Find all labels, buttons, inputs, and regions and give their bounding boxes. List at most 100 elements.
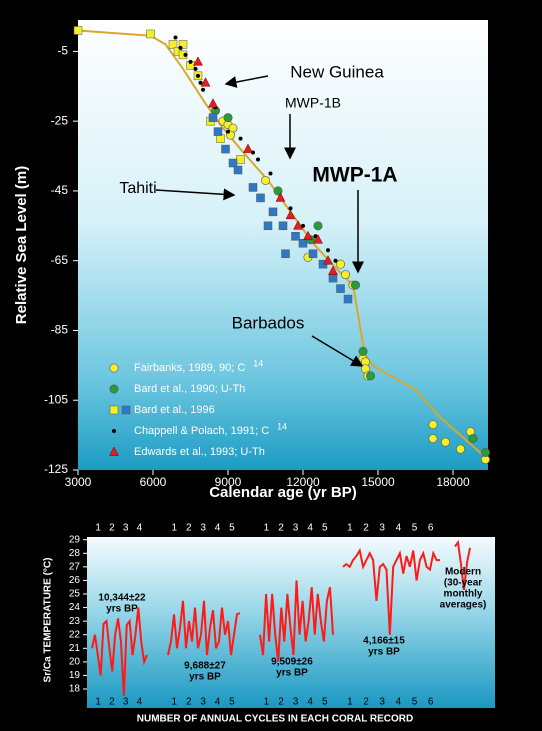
data-point	[73, 26, 83, 35]
cycle-label-bottom: 3	[379, 697, 385, 708]
legend-label: Chappell & Polach, 1991; C	[134, 425, 269, 437]
data-point	[193, 66, 198, 71]
data-point	[328, 265, 338, 275]
y-tick-label: -85	[51, 323, 69, 337]
data-point	[301, 223, 305, 228]
data-point	[260, 175, 270, 185]
cycle-label-bottom: 2	[363, 697, 369, 708]
cycle-label-bottom: 3	[200, 697, 206, 708]
cycle-label-bottom: 2	[186, 697, 192, 708]
data-point	[313, 221, 323, 231]
cycle-label-bottom: 5	[412, 697, 418, 708]
data-point	[173, 35, 178, 40]
data-point	[468, 434, 478, 444]
temperature-line	[259, 580, 334, 662]
cycle-label-bottom: 5	[229, 697, 235, 708]
annotation: New Guinea	[290, 62, 384, 81]
legend-marker	[109, 446, 119, 456]
record-label: 9,688±27	[184, 661, 226, 672]
cycle-label-top: 3	[200, 523, 206, 534]
y-tick-label: -25	[51, 113, 69, 127]
data-point	[226, 129, 230, 134]
data-point	[298, 239, 308, 248]
x-axis-title: Calendar age (yr BP)	[209, 484, 357, 501]
data-point	[188, 59, 193, 64]
record-label: Modern	[445, 567, 481, 578]
cycle-label-top: 4	[215, 523, 221, 534]
data-point	[213, 127, 223, 136]
data-point	[183, 52, 188, 57]
data-point	[198, 80, 203, 85]
data-point	[291, 232, 300, 241]
data-point	[223, 113, 233, 123]
annotation: MWP-1A	[312, 164, 397, 187]
x-tick-label: 18000	[436, 475, 470, 489]
record-label: yrs BP	[189, 672, 221, 683]
data-point	[303, 230, 313, 241]
cycle-label-top: 1	[95, 523, 101, 534]
data-point	[243, 143, 253, 153]
legend-label-superscript: 14	[277, 421, 287, 431]
data-point	[323, 255, 333, 265]
record-label: 4,166±15	[363, 636, 405, 647]
data-point	[333, 258, 338, 263]
legend-label-superscript: 14	[253, 358, 263, 368]
cycle-label-top: 4	[307, 523, 313, 534]
y-tick-label: 29	[69, 534, 81, 545]
cycle-label-top: 3	[293, 523, 299, 534]
data-point	[308, 249, 318, 258]
cycle-label-bottom: 1	[95, 697, 101, 708]
data-point	[428, 420, 438, 430]
record-label: yrs BP	[368, 647, 400, 658]
legend-label: Fairbanks, 1989, 90; C	[134, 362, 245, 374]
data-point	[236, 155, 245, 164]
y-tick-label: 27	[69, 561, 81, 572]
annotation: Barbados	[232, 313, 305, 332]
data-point	[238, 136, 243, 141]
cycle-label-bottom: 2	[278, 697, 284, 708]
data-point	[358, 346, 368, 356]
cycle-label-top: 1	[172, 523, 178, 534]
x-tick-label: 6000	[140, 475, 167, 489]
data-point	[428, 434, 438, 444]
legend-marker	[112, 429, 116, 433]
record-label: yrs BP	[106, 604, 138, 615]
cycle-label-top: 1	[347, 523, 353, 534]
cycle-label-top: 2	[363, 523, 369, 534]
data-point	[326, 248, 330, 253]
record-label: 10,344±22	[98, 593, 146, 604]
legend-marker	[109, 363, 119, 373]
x-axis-title: NUMBER OF ANNUAL CYCLES IN EACH CORAL RE…	[137, 714, 414, 725]
y-tick-label: 19	[69, 670, 81, 681]
cycle-label-top: 4	[137, 523, 143, 534]
data-point	[208, 113, 218, 122]
data-point	[340, 270, 350, 280]
cycle-label-top: 3	[123, 523, 129, 534]
cycle-label-top: 6	[428, 523, 434, 534]
data-point	[350, 280, 360, 290]
temperature-line	[167, 600, 241, 656]
cycle-label-bottom: 5	[322, 697, 328, 708]
cycle-label-top: 2	[186, 523, 192, 534]
cycle-label-bottom: 3	[293, 697, 299, 708]
data-point	[263, 221, 273, 231]
legend-marker	[121, 405, 131, 415]
y-tick-label: -45	[51, 183, 69, 197]
record-label: 9,509±26	[271, 657, 313, 668]
record-label: monthly	[444, 589, 483, 600]
legend-label: Bard et al., 1990; U-Th	[134, 383, 245, 395]
x-tick-label: 3000	[65, 475, 92, 489]
x-tick-label: 15000	[361, 475, 395, 489]
y-tick-label: 23	[69, 616, 81, 627]
data-point	[273, 186, 283, 196]
cycle-label-bottom: 4	[396, 697, 402, 708]
annotation: Tahiti	[119, 180, 156, 197]
temperature-line	[91, 607, 148, 696]
data-point	[288, 206, 293, 211]
cycle-label-bottom: 6	[428, 697, 434, 708]
cycle-label-top: 3	[379, 523, 385, 534]
data-point	[221, 144, 230, 154]
legend-marker	[109, 384, 119, 394]
data-point	[196, 73, 200, 78]
